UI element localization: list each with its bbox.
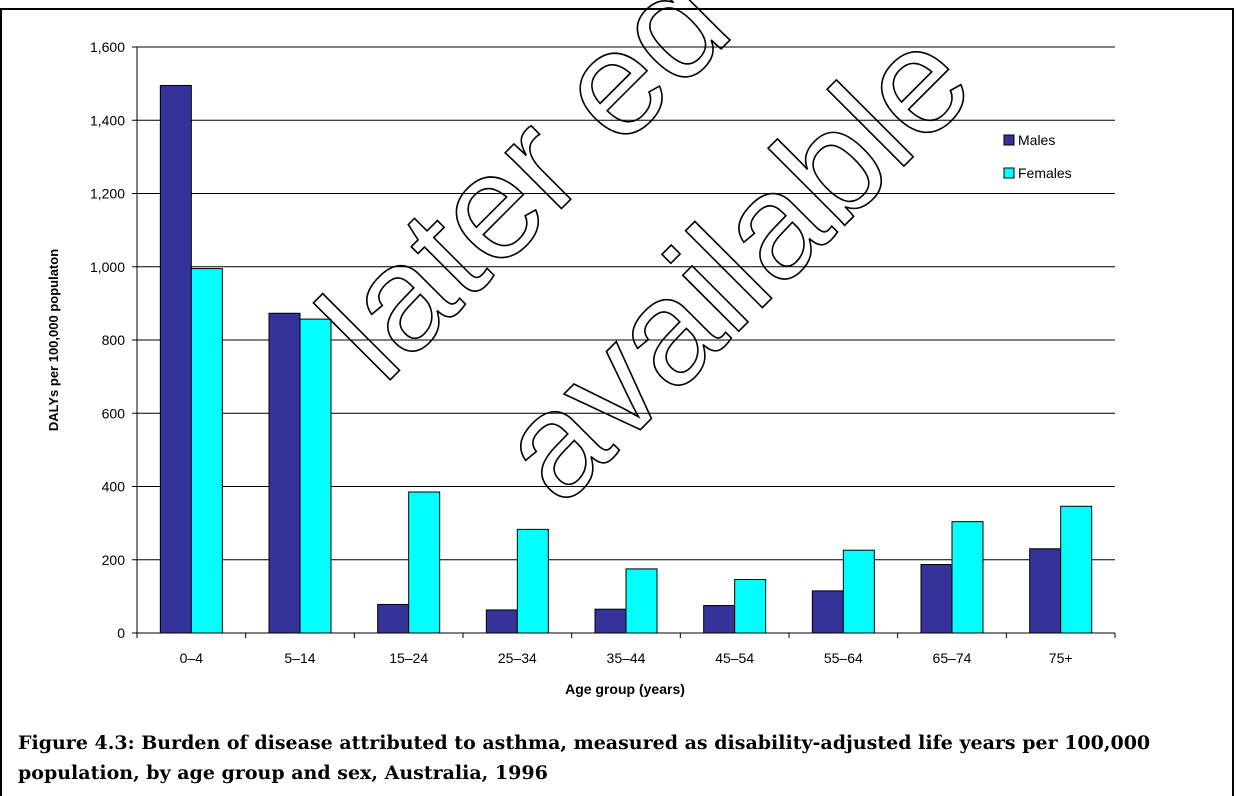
bar-females-0 bbox=[190, 268, 223, 634]
bar-females-5 bbox=[734, 579, 767, 634]
bar-females-2 bbox=[408, 491, 441, 634]
bar-males-4 bbox=[594, 608, 627, 634]
x-tick-label: 45–54 bbox=[715, 650, 754, 666]
bar-females-1 bbox=[299, 318, 332, 634]
x-tick-label: 55–64 bbox=[824, 650, 863, 666]
y-tick-label: 800 bbox=[102, 332, 126, 348]
bar-males-7 bbox=[920, 564, 953, 634]
bar-males-2 bbox=[377, 603, 410, 634]
figure-caption: Figure 4.3: Burden of disease attributed… bbox=[18, 732, 1151, 784]
x-axis-ticks: 0–4 5–14 15–24 25–34 35–44 45–54 55–64 65–74 75+ bbox=[136, 633, 1116, 666]
x-tick-label: 35–44 bbox=[607, 650, 646, 666]
bar-females-7 bbox=[951, 521, 984, 634]
bar-males-0 bbox=[159, 84, 192, 634]
x-tick-label: 15–24 bbox=[389, 650, 428, 666]
bar-males-6 bbox=[811, 590, 844, 634]
x-tick-label: 5–14 bbox=[284, 650, 315, 666]
bars bbox=[159, 84, 1093, 634]
y-tick-label: 1,600 bbox=[90, 39, 125, 55]
y-tick-label: 1,000 bbox=[90, 259, 125, 275]
bar-females-3 bbox=[516, 528, 549, 634]
x-tick-label: 65–74 bbox=[933, 650, 972, 666]
x-tick-label: 0–4 bbox=[180, 650, 204, 666]
y-axis-label: DALYs per 100,000 populaton bbox=[46, 249, 61, 431]
figure-frame bbox=[0, 8, 1234, 796]
x-axis-label: Age group (years) bbox=[565, 681, 685, 697]
bar-females-4 bbox=[625, 568, 658, 634]
y-tick-label: 400 bbox=[102, 479, 126, 495]
y-tick-label: 0 bbox=[117, 625, 125, 641]
bar-females-6 bbox=[842, 549, 875, 634]
bar-males-1 bbox=[268, 312, 301, 634]
y-tick-label: 600 bbox=[102, 405, 126, 421]
bar-males-5 bbox=[703, 605, 736, 634]
legend-label-males: Males bbox=[1018, 132, 1055, 148]
x-tick-label: 25–34 bbox=[498, 650, 537, 666]
x-tick-label: 75+ bbox=[1049, 650, 1073, 666]
legend-swatch-males bbox=[1003, 134, 1015, 146]
bar-males-8 bbox=[1029, 548, 1062, 634]
y-tick-label: 1,200 bbox=[90, 186, 125, 202]
bar-females-8 bbox=[1060, 505, 1093, 634]
legend-swatch-females bbox=[1003, 167, 1015, 179]
bar-males-3 bbox=[485, 609, 518, 634]
legend: Males Females bbox=[1003, 132, 1072, 181]
legend-label-females: Females bbox=[1018, 165, 1072, 181]
y-tick-label: 1,400 bbox=[90, 112, 125, 128]
y-axis-ticks: 0 200 400 600 800 1,000 1,200 1,400 1,600 bbox=[90, 39, 137, 641]
y-tick-label: 200 bbox=[102, 552, 126, 568]
